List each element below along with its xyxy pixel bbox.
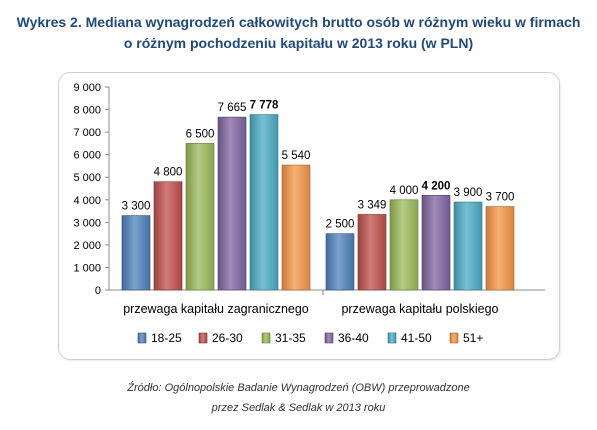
data-label: 4 200 [422,180,451,192]
y-tick-label: 5 000 [73,172,101,184]
data-label: 3 349 [358,199,387,211]
legend-label-26-30: 26-30 [212,331,243,345]
legend-label-18-25: 18-25 [151,331,182,345]
legend-swatch-51+ [449,332,459,344]
legend-label-36-40: 36-40 [338,331,369,345]
bar-31-35-2 [389,199,419,291]
data-label: 6 500 [186,128,215,140]
legend-swatch-36-40 [324,332,334,344]
source-line2: przez Sedlak & Sedlak w 2013 roku [211,402,386,414]
source-line1: Źródło: Ogólnopolskie Badanie Wynagrodze… [127,382,470,394]
category-label: przewaga kapitału zagranicznego [123,302,309,316]
legend-swatch-31-35 [261,332,271,344]
y-tick-label: 7 000 [73,127,101,139]
legend-swatch-26-30 [198,332,208,344]
bar-36-40-1 [217,116,247,291]
source-note: Źródło: Ogólnopolskie Badanie Wynagrodze… [0,378,597,418]
data-label: 3 900 [454,187,483,199]
data-label: 3 300 [122,201,151,213]
chart-title-line2: o różnym pochodzeniu kapitału w 2013 rok… [123,35,474,51]
y-tick-label: 2 000 [73,240,101,252]
y-tick-label: 6 000 [73,150,101,162]
category-label: przewaga kapitału polskiego [341,302,498,316]
bar-18-25-2 [325,233,355,291]
chart-title: Wykres 2. Mediana wynagrodzeń całkowityc… [0,12,597,54]
data-label: 4 000 [390,185,419,197]
bar-51+-1 [281,164,311,291]
data-label: 7 665 [218,102,247,114]
bar-18-25-1 [121,215,151,291]
y-tick-label: 8 000 [73,105,101,117]
legend-label-31-35: 31-35 [275,331,306,345]
y-tick-label: 9 000 [73,82,101,94]
y-tick-label: 1 000 [73,262,101,274]
data-label: 4 800 [154,167,183,179]
y-tick-label: 4 000 [73,195,101,207]
bar-36-40-2 [421,194,451,291]
legend-swatch-41-50 [387,332,397,344]
legend-label-41-50: 41-50 [401,331,432,345]
legend-label-51+: 51+ [463,331,483,345]
bar-41-50-1 [249,114,279,291]
data-label: 7 778 [250,100,279,112]
y-tick-label: 3 000 [73,217,101,229]
data-label: 3 700 [486,192,515,204]
chart-title-line1: Wykres 2. Mediana wynagrodzeń całkowityc… [16,14,581,30]
y-tick-label: 0 [95,285,101,297]
bar-51+-2 [485,206,515,291]
legend-swatch-18-25 [137,332,147,344]
bar-41-50-2 [453,201,483,291]
bar-26-30-2 [357,214,387,291]
data-label: 2 500 [326,219,355,231]
bar-31-35-1 [185,143,215,291]
bar-26-30-1 [153,181,183,291]
data-label: 5 540 [282,150,311,162]
